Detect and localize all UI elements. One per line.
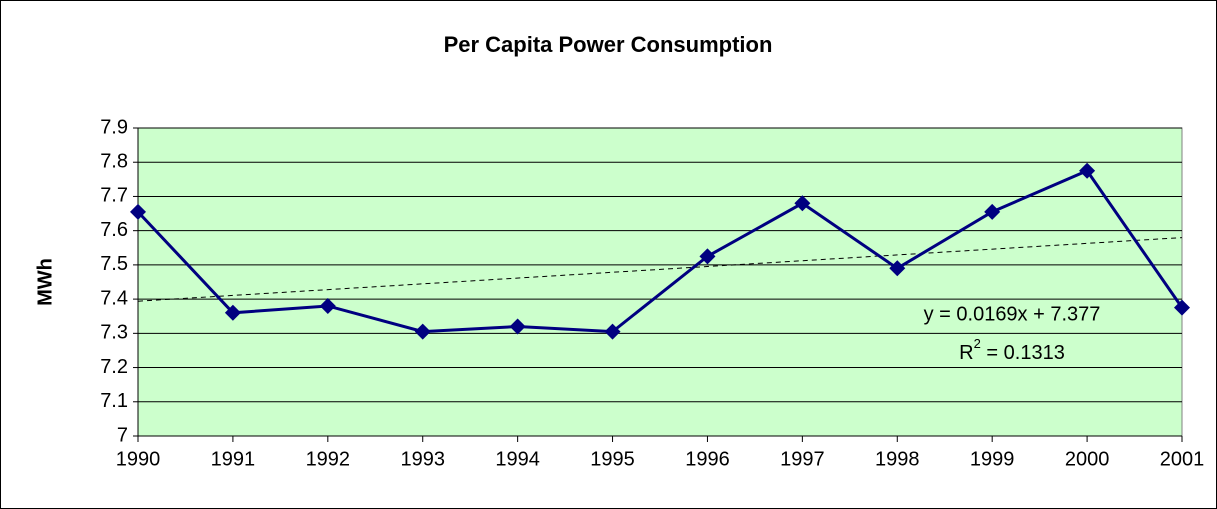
- marker: [889, 260, 906, 277]
- y-tick-label: 7.7: [100, 185, 128, 207]
- x-tick-label: 1990: [116, 448, 161, 470]
- x-tick-label: 2000: [1065, 448, 1110, 470]
- marker: [699, 248, 716, 265]
- plot-area: [137, 127, 1183, 437]
- marker: [224, 304, 241, 321]
- x-tick-label: 2001: [1160, 448, 1205, 470]
- x-tick-label: 1999: [970, 448, 1015, 470]
- x-tick-label: 1997: [780, 448, 825, 470]
- marker: [130, 203, 146, 220]
- r-squared: R2 = 0.1313: [959, 336, 1065, 364]
- x-tick-label: 1994: [495, 448, 540, 470]
- marker: [1079, 162, 1096, 179]
- marker: [319, 297, 336, 314]
- trendline: [137, 237, 1183, 302]
- y-tick-label: 7.6: [100, 219, 128, 241]
- marker: [984, 203, 1001, 220]
- y-tick-label: 7.2: [100, 356, 128, 378]
- x-tick-label: 1991: [211, 448, 256, 470]
- r-squared-exponent: 2: [974, 336, 981, 351]
- r-squared-value: = 0.1313: [981, 342, 1065, 364]
- y-tick-label: 7.1: [100, 390, 128, 412]
- y-tick-label: 7.8: [100, 151, 128, 173]
- x-tick-label: 1995: [590, 448, 635, 470]
- y-tick-label: 7: [117, 424, 128, 446]
- x-tick-label: 1993: [400, 448, 445, 470]
- trendline-equation: y = 0.0169x + 7.377: [924, 303, 1101, 325]
- chart-title: Per Capita Power Consumption: [444, 32, 773, 57]
- x-tick-label: 1996: [685, 448, 730, 470]
- series-line: [136, 168, 1184, 334]
- marker: [794, 195, 811, 212]
- x-tick-label: 1992: [306, 448, 351, 470]
- y-axis-label: MWh: [34, 258, 56, 306]
- r-squared-symbol: R: [959, 342, 973, 364]
- marker: [604, 323, 621, 340]
- y-tick-label: 7.4: [100, 287, 128, 309]
- marker: [509, 318, 526, 335]
- marker: [1174, 299, 1190, 316]
- x-tick-label: 1998: [875, 448, 920, 470]
- y-tick-label: 7.5: [100, 253, 128, 275]
- y-tick-label: 7.9: [100, 116, 128, 138]
- marker: [414, 323, 431, 340]
- y-tick-label: 7.3: [100, 322, 128, 344]
